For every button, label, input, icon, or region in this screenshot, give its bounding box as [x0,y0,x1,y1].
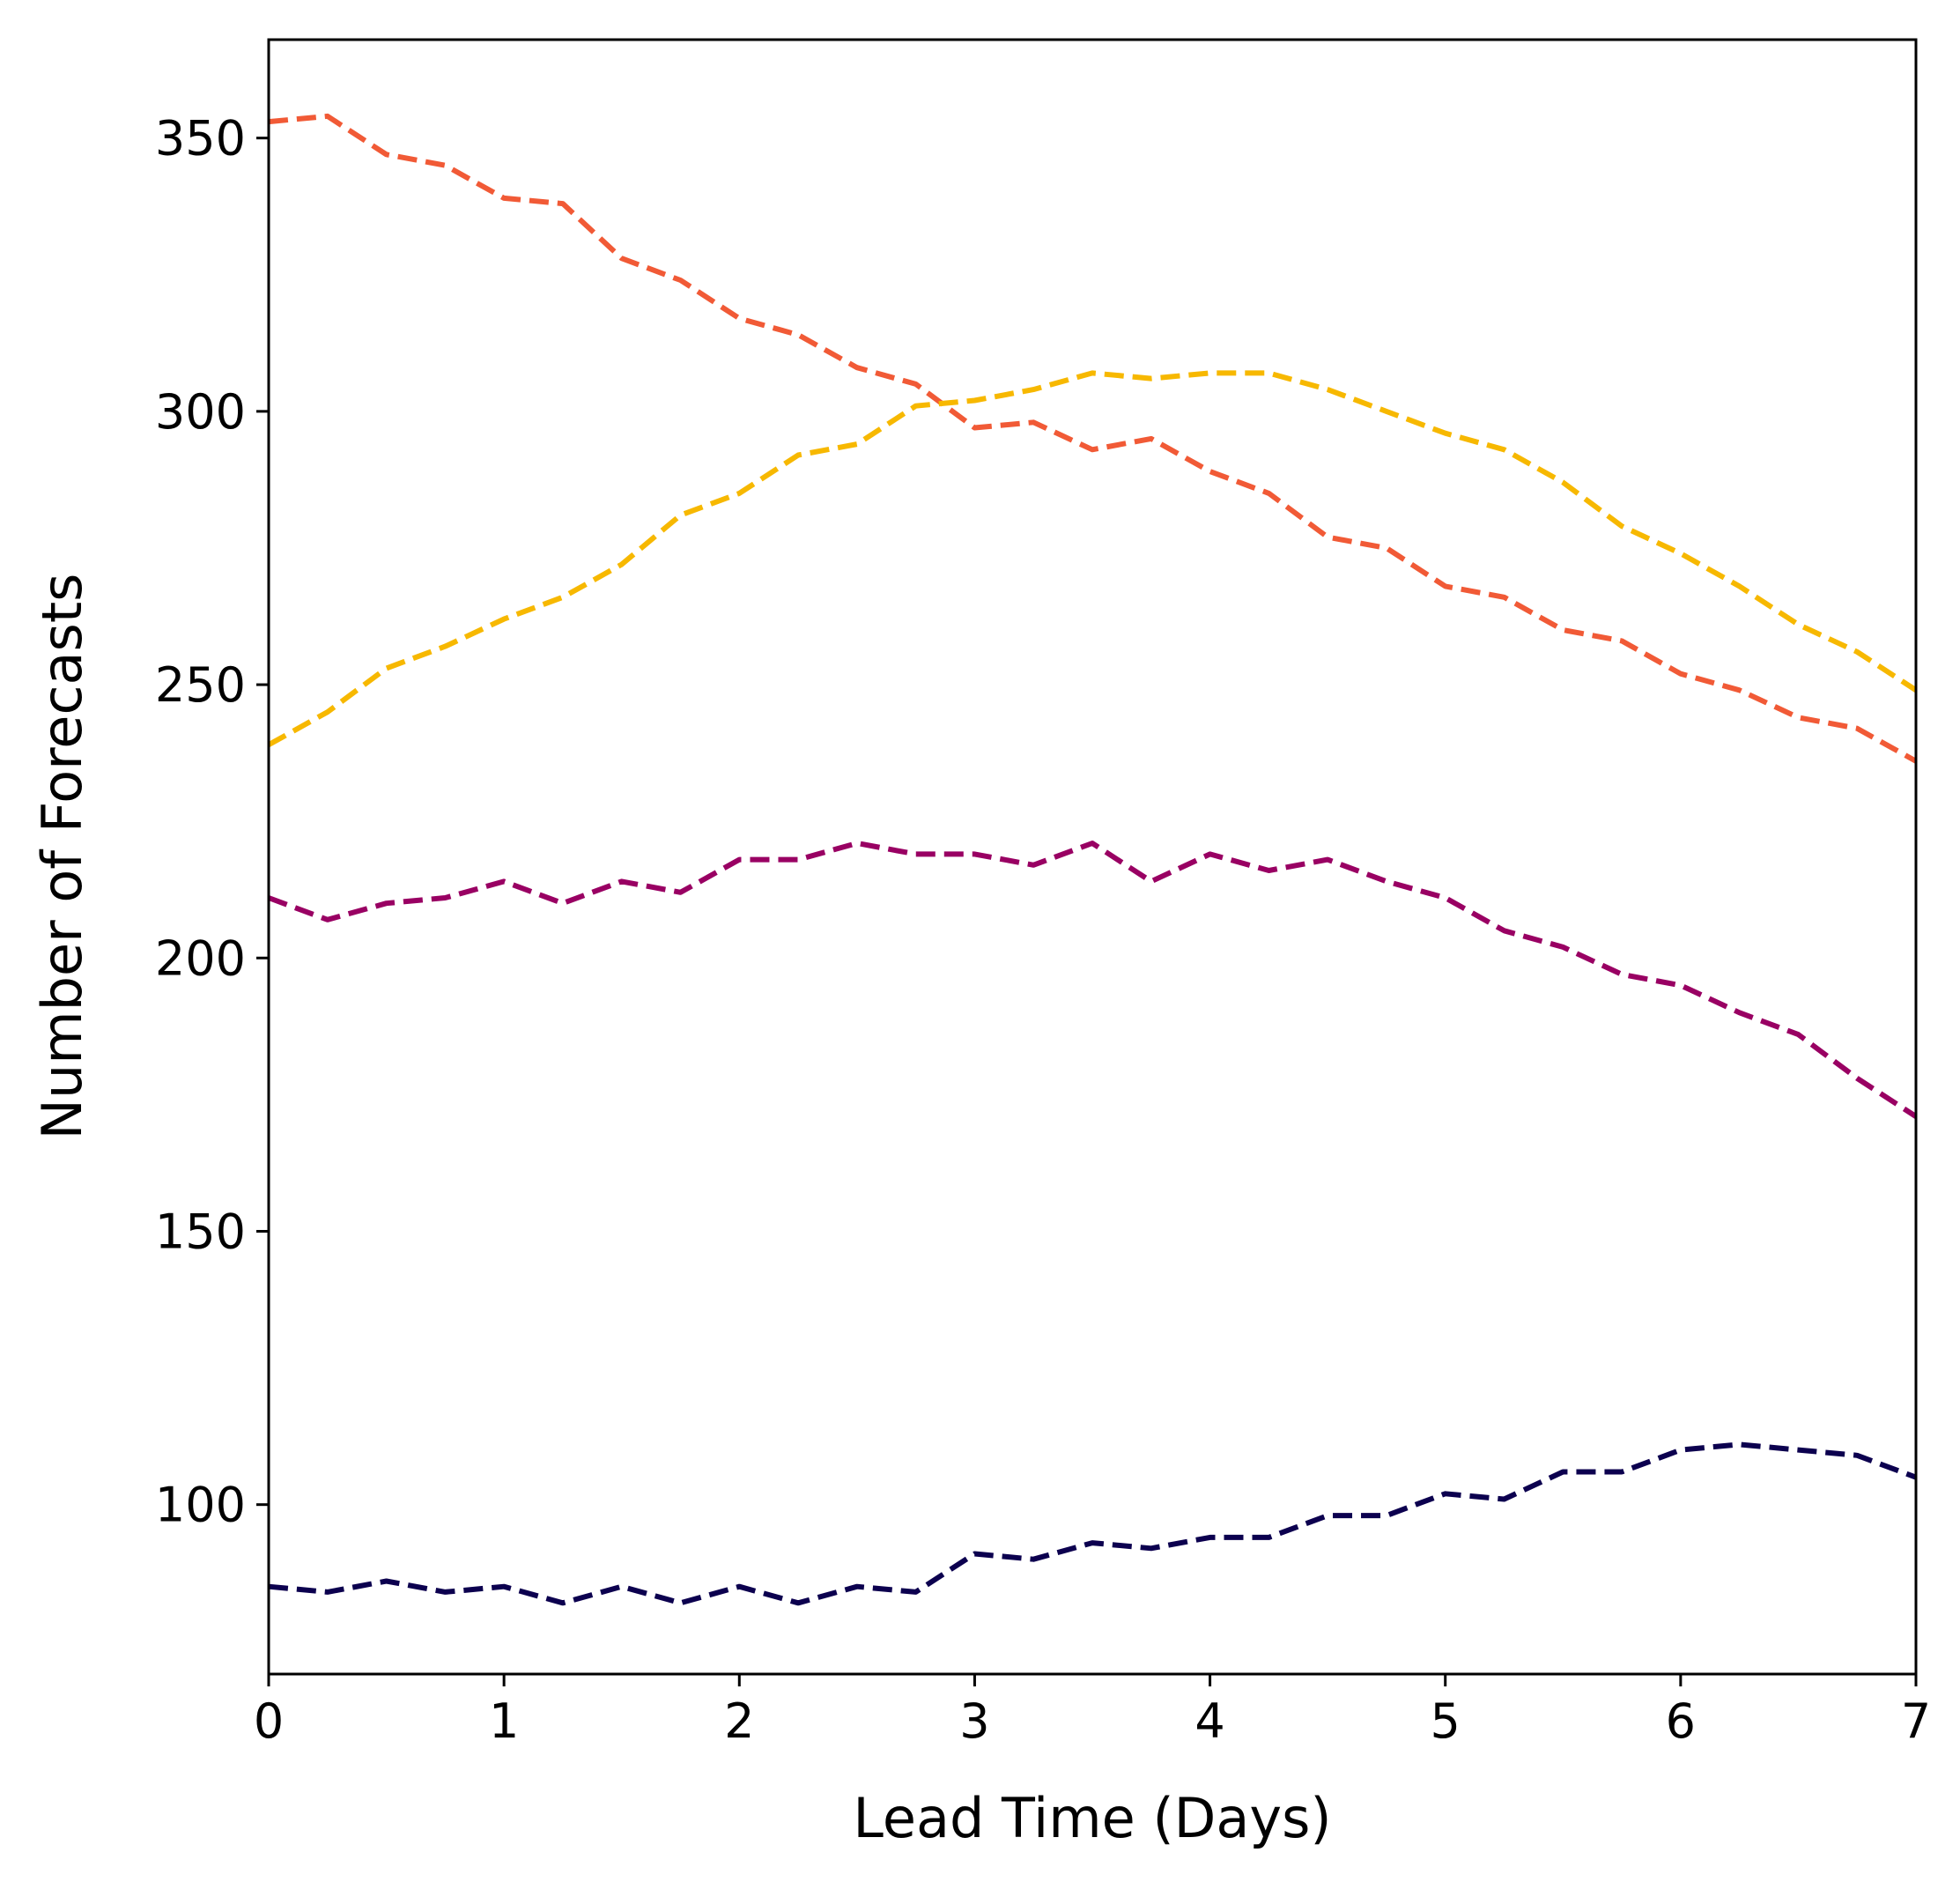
x-tick-label: 2 [724,1693,754,1749]
y-axis: 100 150 200 250 300 350 [155,111,269,1533]
y-tick-label: 250 [155,657,246,713]
x-tick-label: 7 [1901,1693,1931,1749]
x-tick-label: 6 [1666,1693,1696,1749]
x-axis-label: Lead Time (Days) [853,1786,1331,1850]
y-tick-label: 200 [155,930,246,986]
x-tick-label: 4 [1194,1693,1224,1749]
y-tick-label: 350 [155,111,246,167]
x-tick-label: 5 [1431,1693,1461,1749]
x-tick-label: 3 [959,1693,989,1749]
plot-frame [267,38,1918,1676]
x-tick-label: 1 [489,1693,519,1749]
y-axis-label: Number of Forecasts [30,574,94,1140]
series-line-4 [268,1441,1918,1606]
y-tick-label: 300 [155,384,246,440]
x-axis: 0 1 2 3 4 5 6 7 [254,1674,1931,1749]
series-line-3 [267,841,1918,1119]
series-layer [267,113,1918,1606]
y-tick-label: 100 [155,1478,246,1533]
y-tick-label: 150 [155,1204,246,1259]
series-line-2 [267,370,1918,747]
x-tick-label: 0 [254,1693,284,1749]
series-line-1 [268,113,1918,764]
